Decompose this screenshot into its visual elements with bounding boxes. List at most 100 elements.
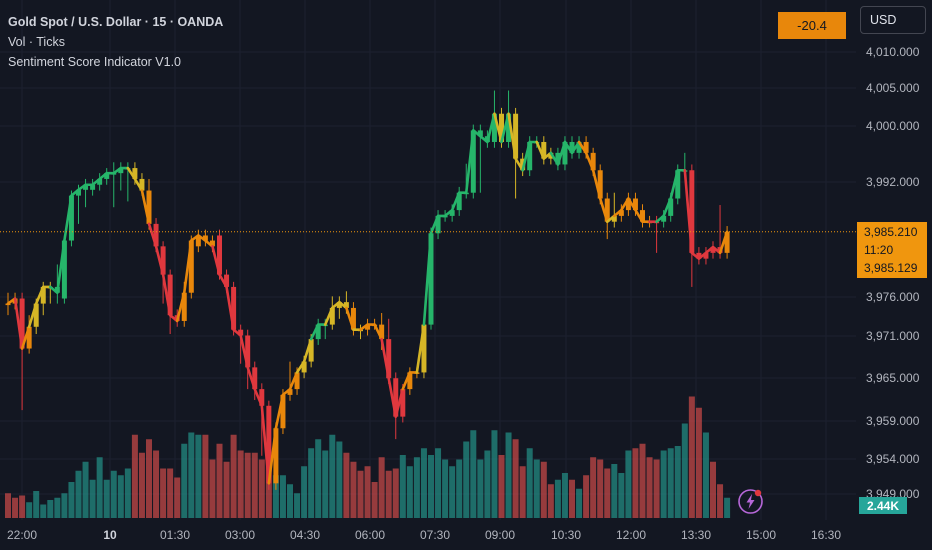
volume-bar [519,466,526,518]
sentiment-line-segment [330,300,341,310]
candle [435,215,441,234]
candle [266,405,272,484]
candle [61,240,67,299]
lightning-icon[interactable] [737,488,764,515]
sentiment-line-segment [56,239,66,295]
candle [336,302,342,308]
sentiment-line-segment [697,251,708,260]
time-tick-label: 10:30 [550,528,582,542]
volume-bar [251,452,258,518]
volume-bar [138,452,145,518]
candle [583,141,589,153]
candle [569,141,575,153]
candle [541,141,547,159]
candle [195,235,201,247]
volume-bar [695,407,702,518]
sentiment-line-segment [535,140,546,160]
sentiment-line-segment [161,273,172,317]
sentiment-indicator-label[interactable]: Sentiment Score Indicator V1.0 [8,55,182,69]
volume-bar [660,450,667,518]
volume-bar [167,468,174,518]
candle [661,215,667,222]
volume-bar [385,470,392,518]
candle [160,246,166,275]
price-tick-label: 4,000.000 [866,119,920,133]
sentiment-line-segment [704,245,715,255]
sentiment-line-segment [486,112,496,144]
candle [26,326,32,349]
candle [590,152,596,171]
candle [202,235,208,241]
sentiment-line-segment [190,234,200,242]
volume-bar [688,396,695,518]
sentiment-line-segment [281,387,292,397]
sentiment-line-segment [218,273,228,289]
price-tick-label: 4,010.000 [866,45,920,59]
candle [456,192,462,211]
sentiment-line-segment [591,168,602,200]
candle [703,252,709,259]
volume-bar [89,479,96,518]
sentiment-line-segment [288,371,299,391]
candle [625,198,631,211]
price-tick-label: 4,005.000 [866,81,920,95]
volume-bar [717,484,724,518]
candle [640,210,645,222]
sentiment-line-segment [443,208,454,218]
sentiment-line-segment [13,297,24,350]
volume-bar [449,466,456,518]
volume-bar [371,482,378,518]
price-tick-label: 3,965.000 [866,371,920,385]
time-tick-label: 15:00 [745,528,777,542]
candle [329,307,335,325]
sentiment-line-segment [521,140,532,172]
sentiment-line-segment [634,208,644,224]
volume-bar [505,432,512,518]
candle [513,113,519,159]
sentiment-line-segment [718,230,729,255]
candle [604,198,610,222]
volume-bar [294,493,301,518]
sentiment-line-segment [563,140,574,155]
volume-indicator-label[interactable]: Vol · Ticks [8,35,65,49]
symbol-title[interactable]: Gold Spot / U.S. Dollar · 15 · OANDA [8,15,224,29]
sentiment-line-segment [493,112,503,144]
candle [407,372,413,390]
time-tick-label: 16:30 [810,528,842,542]
volume-bar [442,459,449,518]
sentiment-line-segment [605,214,616,224]
sentiment-line-segment [63,194,73,242]
price-tick-label: 3,971.000 [866,329,920,343]
sentiment-line-segment [450,191,461,212]
volume-bar [153,450,160,518]
candle [576,141,582,153]
sentiment-line-segment [260,404,271,485]
volume-bar [399,455,406,518]
currency-button[interactable]: USD [860,6,926,34]
volume-bar [272,475,279,518]
volume-bar [632,448,639,518]
time-tick-label: 12:00 [615,528,647,542]
sentiment-line-segment [394,387,405,418]
candle [104,173,110,179]
volume-bar [625,450,632,518]
volume-bar [237,450,244,518]
candle [724,231,730,253]
price-tick-label: 3,992.000 [866,175,920,189]
volume-bar [329,434,336,518]
volume-bar [188,432,195,518]
volume-bar [653,459,660,518]
sentiment-line-segment [711,245,722,255]
sentiment-line-segment [500,112,510,144]
sentiment-line-segment [147,222,158,248]
sentiment-line-segment [662,197,673,218]
sentiment-line-segment [197,234,207,242]
volume-bar [287,484,293,518]
volume-bar [413,457,420,518]
volume-bar [26,502,33,518]
candle [400,389,406,417]
volume-bar [160,468,167,518]
sentiment-line-segment [584,151,595,172]
sentiment-line-segment [225,285,235,331]
